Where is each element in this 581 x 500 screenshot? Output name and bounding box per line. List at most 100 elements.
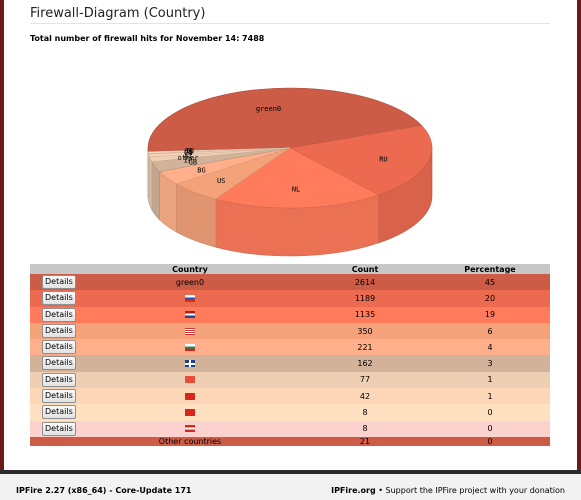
ipfire-link[interactable]: IPFire.org: [331, 486, 376, 495]
other-country-cell: Other countries: [158, 436, 222, 446]
pie-label-green0: green0: [256, 105, 281, 113]
country-cell: [80, 404, 300, 420]
other-spacer: [30, 437, 80, 446]
details-cell: Details: [30, 355, 80, 371]
donation-link[interactable]: • Support the IPFire project with your d…: [375, 486, 565, 495]
footer-border: [0, 470, 581, 474]
table-header-row: Country Count Percentage: [30, 264, 550, 274]
hk-flag-icon: [185, 392, 195, 400]
country-cell: green0: [175, 277, 205, 287]
percentage-cell: 6: [487, 326, 493, 336]
details-cell: Details: [30, 274, 80, 290]
bg-flag-icon: [185, 343, 195, 351]
percentage-cell: 1: [487, 375, 493, 385]
table-row: Details 1135 19: [30, 306, 550, 323]
total-hits-label: Total number of firewall hits for Novemb…: [30, 34, 265, 43]
pie-label-IN: IN: [185, 147, 193, 155]
pie-label-BG: BG: [197, 167, 205, 175]
other-pct-cell: 0: [487, 436, 493, 446]
details-button[interactable]: Details: [42, 291, 76, 306]
in-flag-icon: [185, 376, 195, 384]
details-button[interactable]: Details: [42, 389, 76, 404]
gb-flag-icon: [185, 360, 195, 368]
pie-slice-green0: [147, 87, 423, 153]
details-cell: Details: [30, 372, 80, 388]
percentage-cell: 45: [484, 277, 496, 287]
country-cell: [80, 421, 300, 437]
pie-label-IP: IP: [184, 157, 192, 165]
header-percentage: Percentage: [430, 264, 550, 274]
percentage-cell: 19: [484, 310, 496, 320]
details-cell: Details: [30, 290, 80, 306]
count-cell: 1189: [354, 293, 376, 303]
count-cell: 2614: [354, 277, 376, 287]
table-row: Details green0 2614 45: [30, 274, 550, 291]
pie-label-US: US: [217, 177, 225, 185]
table-row: Details 42 1: [30, 388, 550, 405]
country-cell: [80, 307, 300, 323]
pie-label-NL: NL: [292, 186, 300, 194]
pie-slice-other: [147, 147, 291, 154]
count-cell: 42: [359, 391, 371, 401]
pie-slice-RU: [289, 125, 433, 196]
us-flag-icon: [185, 327, 195, 335]
country-cell: [80, 323, 300, 339]
left-frame: [0, 0, 4, 470]
pie-label-CN: CN: [184, 149, 192, 157]
percentage-cell: 1: [487, 391, 493, 401]
count-cell: 8: [362, 408, 368, 418]
details-button[interactable]: Details: [42, 340, 76, 355]
ru-flag-icon: [185, 294, 195, 302]
details-cell: Details: [30, 323, 80, 339]
footer: IPFire 2.27 (x86_64) - Core-Update 171 I…: [0, 474, 581, 500]
count-cell: 77: [359, 375, 371, 385]
nl-flag-icon: [185, 311, 195, 319]
count-cell: 8: [362, 424, 368, 434]
details-button[interactable]: Details: [42, 405, 76, 420]
details-button[interactable]: Details: [42, 275, 76, 289]
percentage-cell: 4: [487, 342, 493, 352]
table-row: Details 1189 20: [30, 290, 550, 307]
details-button[interactable]: Details: [42, 372, 76, 387]
country-cell: [80, 290, 300, 306]
pie-label-GB: GB: [189, 159, 197, 167]
version-label: IPFire 2.27 (x86_64) - Core-Update 171: [16, 486, 192, 495]
table-row: Details 77 1: [30, 371, 550, 389]
title-divider: [30, 23, 550, 24]
pie-label-other: other: [178, 154, 199, 162]
count-cell: 1135: [354, 310, 376, 320]
pie-label-HK: HK: [184, 147, 193, 155]
details-cell: Details: [30, 307, 80, 323]
details-cell: Details: [30, 404, 80, 420]
pie-slice-NL: [215, 147, 380, 209]
country-table: Country Count Percentage Details green0 26…: [30, 264, 550, 446]
country-cell: [80, 388, 300, 404]
header-spacer: [30, 264, 80, 274]
count-cell: 350: [357, 326, 373, 336]
right-frame: [577, 0, 581, 470]
details-button[interactable]: Details: [42, 307, 76, 322]
percentage-cell: 0: [487, 408, 493, 418]
percentage-cell: 20: [484, 293, 496, 303]
details-button[interactable]: Details: [42, 356, 76, 371]
pie-label-RU: RU: [379, 155, 387, 163]
count-cell: 162: [357, 359, 373, 369]
details-cell: Details: [30, 388, 80, 404]
table-row-other: Other countries 21 0: [30, 436, 550, 446]
table-row: Details 350 6: [30, 322, 550, 340]
at-flag-icon: [185, 425, 195, 433]
header-country: Country: [80, 264, 300, 274]
country-cell: [80, 372, 300, 388]
details-button[interactable]: Details: [42, 323, 76, 338]
details-button[interactable]: Details: [42, 421, 76, 436]
header-count: Count: [300, 264, 430, 274]
country-cell: [80, 339, 300, 355]
table-row: Details 8 0: [30, 404, 550, 421]
table-body: Details green0 2614 45 Details 1189 20 Details 1…: [30, 274, 550, 446]
pie-label-AT: AT: [184, 152, 193, 160]
pie-side-IN: [149, 156, 153, 211]
percentage-cell: 3: [487, 359, 493, 369]
page-title: Firewall-Diagram (Country): [30, 6, 206, 21]
table-row: Details 221 4: [30, 339, 550, 356]
